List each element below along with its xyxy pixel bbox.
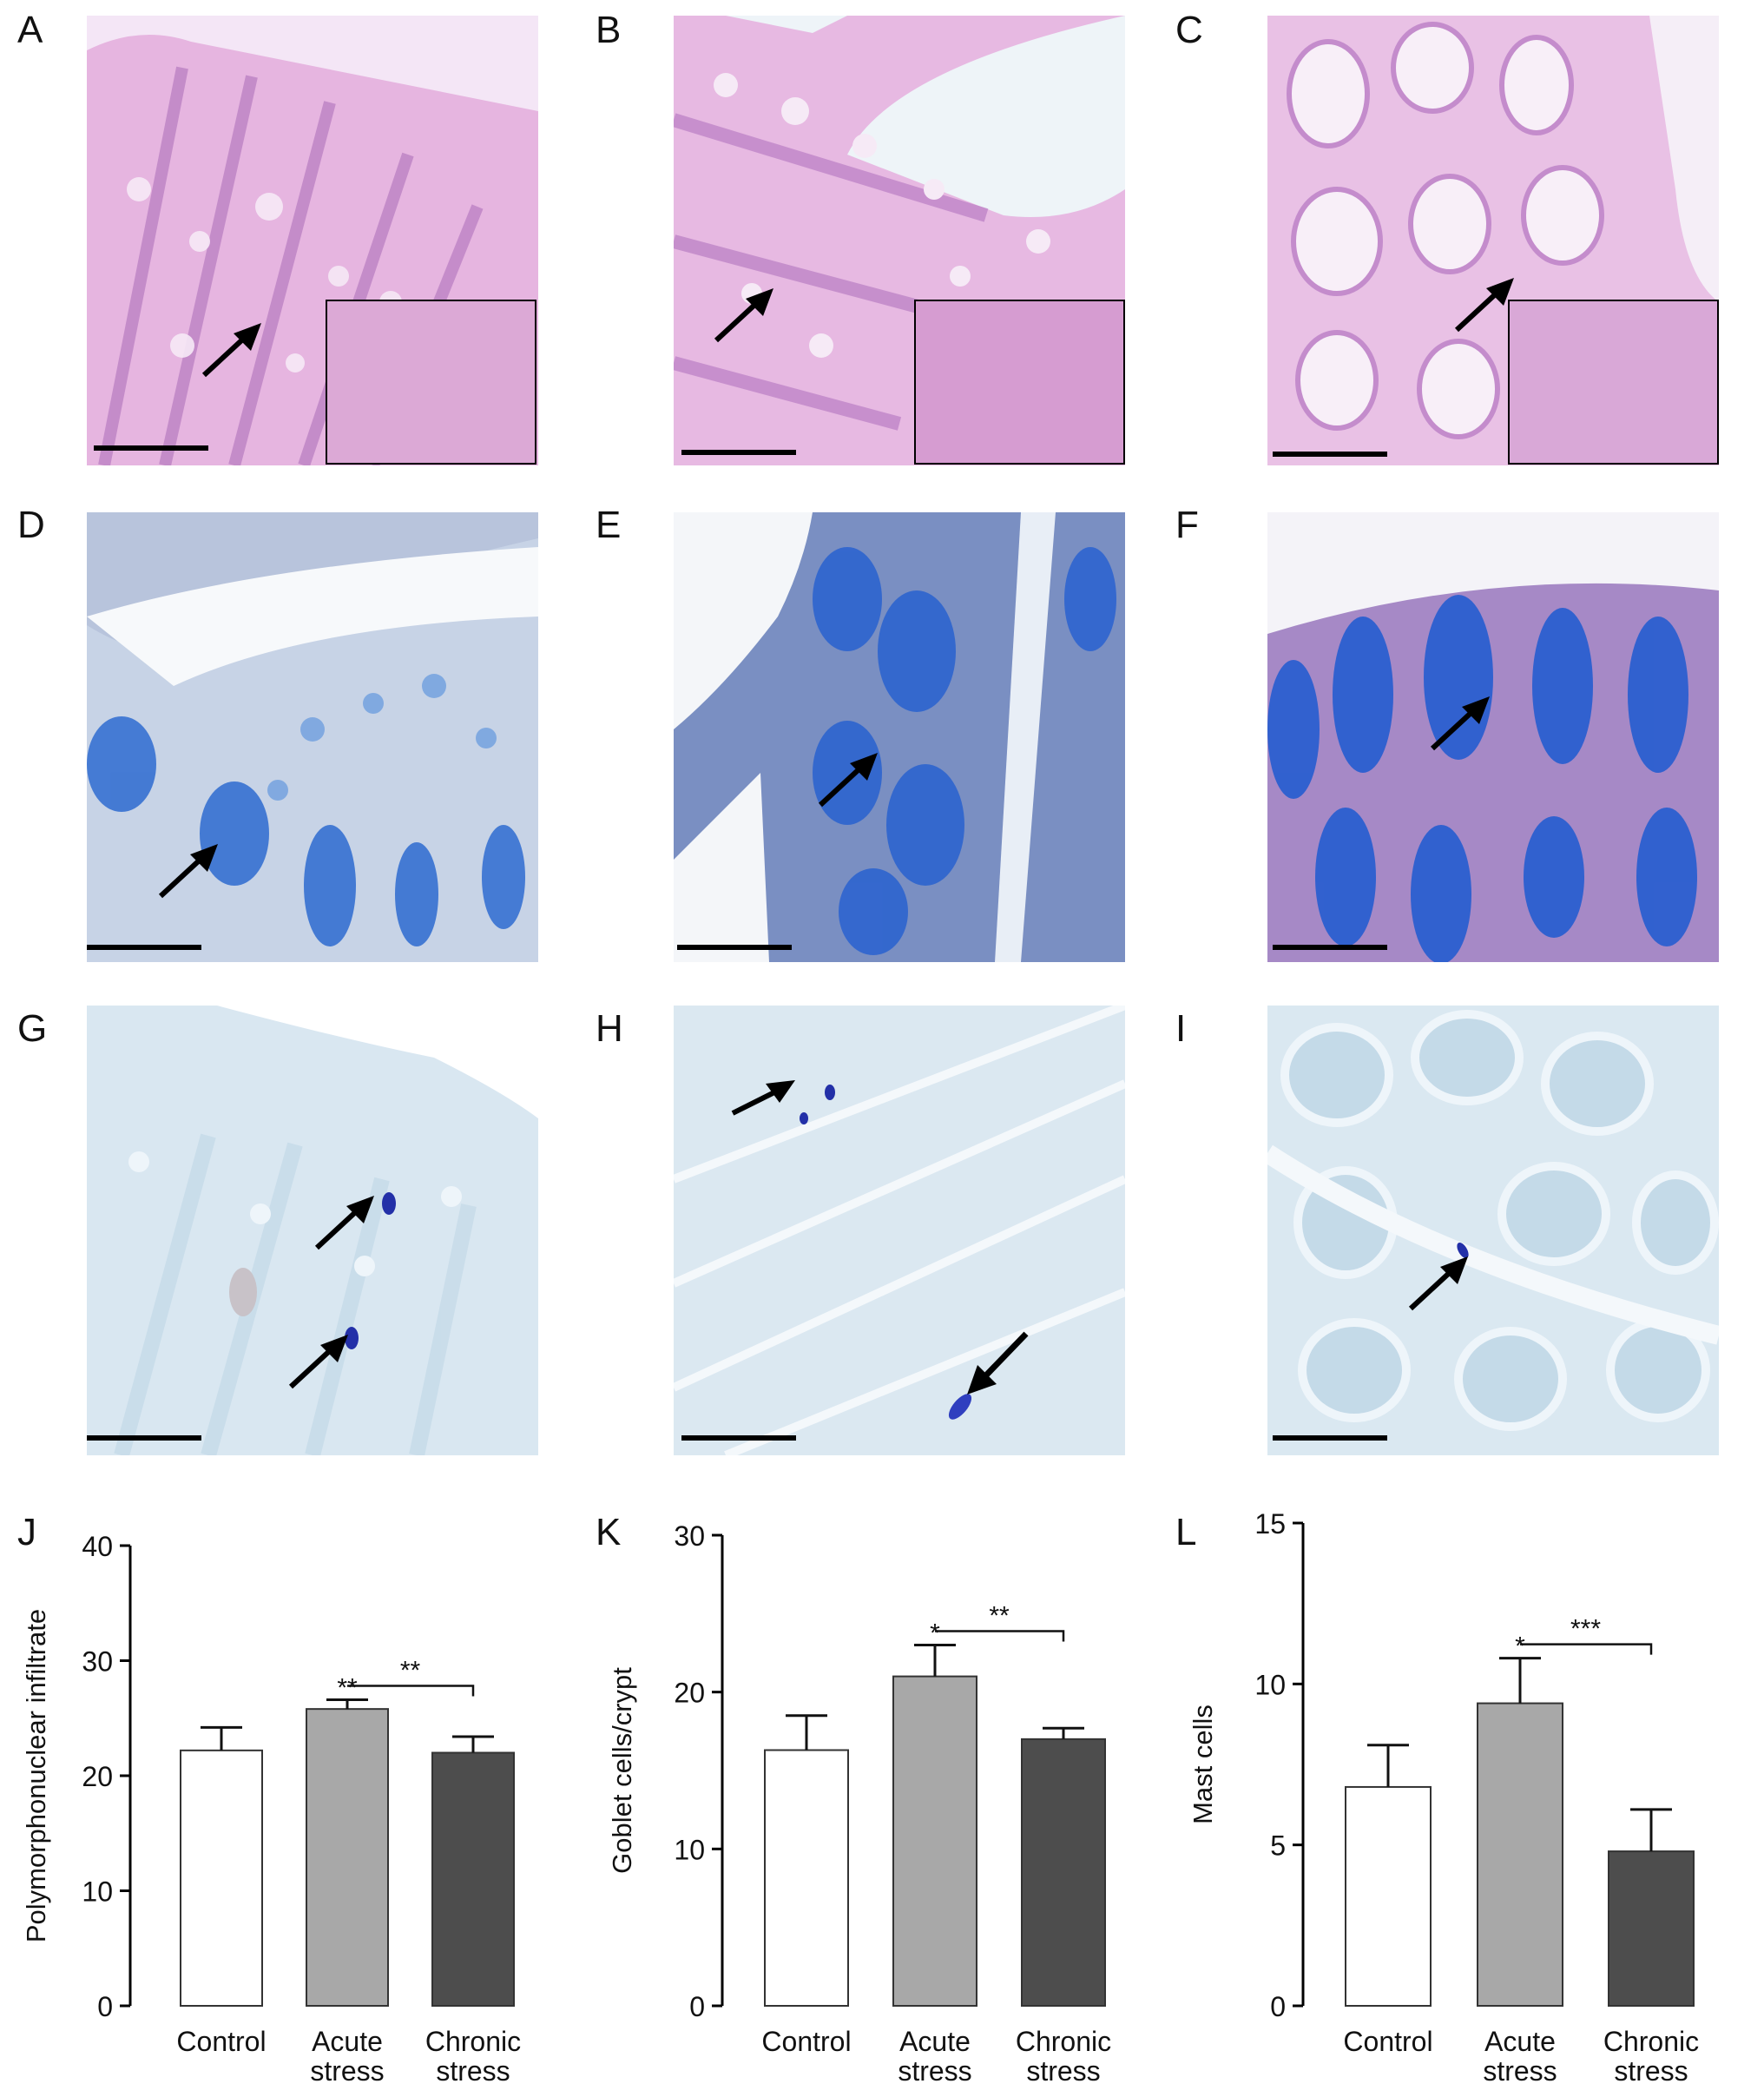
arrow-icon [1408,1256,1468,1311]
scale-bar [87,945,201,950]
panel-label-l: L [1175,1511,1197,1553]
x-tick-label: Acute [312,2026,383,2057]
x-tick-label: stress [436,2055,510,2087]
x-tick-label: Chronic [1016,2026,1111,2057]
micrograph-pas-chronic [1267,512,1719,962]
micrograph-he-control [87,16,538,465]
bar [1608,1850,1695,2007]
bar-chart-polymorphonuclear: 0 10 20 30 40 Polymorphonuclear infiltrate Con… [0,1511,588,2093]
bar [1477,1702,1563,2007]
y-tick-label: 30 [82,1646,113,1678]
x-tick-label: Control [1343,2026,1432,2057]
x-tick-label: Chronic [1603,2026,1699,2057]
arrow-icon [314,1196,374,1250]
y-axis-label: Goblet cells/crypt [607,1667,637,1874]
comparison-label: ** [989,1601,1010,1630]
inset-he-acute [914,300,1125,465]
y-tick-label: 0 [97,1991,113,2022]
x-tick-label: Acute [899,2026,971,2057]
micrograph-tb-chronic [1267,1006,1719,1455]
x-tick-label: stress [1483,2055,1557,2087]
significance-mark: * [930,1619,940,1647]
arrow-icon [201,323,261,378]
y-tick-label: 10 [674,1834,705,1865]
bar [180,1749,263,2007]
micrograph-tb-acute [674,1006,1125,1455]
y-tick-label: 20 [674,1678,705,1709]
bar-chart-mast-cells: 0 5 10 15 Mast cells Control * Acute stress Chron… [1175,1508,1764,2093]
bar [764,1749,849,2007]
y-axis-label: Polymorphonuclear infiltrate [21,1609,51,1942]
inset-he-control [326,300,536,465]
panel-label-k: K [596,1511,622,1553]
y-tick-label: 10 [1254,1669,1286,1700]
x-tick-label: Control [176,2026,266,2057]
comparison-bracket [935,1630,1065,1642]
panel-label-i: I [1175,1007,1187,1050]
y-tick-label: 30 [674,1520,705,1552]
panel-label-h: H [596,1007,623,1050]
scale-bar [681,450,796,455]
panel-label-j: J [17,1511,36,1553]
arrow-icon [967,1331,1029,1395]
comparison-bracket [347,1685,475,1697]
significance-mark: ** [337,1674,358,1703]
bar-chart-goblet-cells: 0 10 20 30 Goblet cells/crypt Control * Acute st… [588,1511,1175,2093]
comparison-label: ** [400,1657,421,1685]
x-tick-label: stress [310,2055,384,2087]
x-tick-label: stress [1026,2055,1100,2087]
panel-label-c: C [1175,9,1203,51]
panel-label-e: E [596,504,622,546]
scale-bar [1273,1435,1387,1441]
arrow-icon [158,844,218,899]
x-tick-label: stress [1614,2055,1688,2087]
scale-bar [94,445,208,451]
y-tick-label: 20 [82,1761,113,1792]
bar [431,1751,515,2007]
micrograph-pas-control [87,512,538,962]
inset-he-chronic [1508,300,1719,465]
comparison-bracket [1520,1643,1653,1655]
y-tick-label: 40 [82,1531,113,1562]
chart-svg: 0 10 20 30 40 Polymorphonuclear infiltrate Con… [21,1531,521,2087]
micrograph-pas-acute [674,512,1125,962]
arrow-icon [818,753,878,808]
panel-label-a: A [17,9,43,51]
bar [892,1675,977,2007]
arrow-icon [1454,278,1514,333]
panel-label-f: F [1175,504,1199,546]
y-tick-label: 5 [1270,1830,1286,1862]
scale-bar [681,1435,796,1441]
x-tick-label: Control [761,2026,851,2057]
x-tick-label: Acute [1484,2026,1556,2057]
scale-bar [1273,452,1387,457]
arrow-icon [731,1080,795,1116]
significance-mark: * [1515,1632,1525,1661]
micrograph-tb-control [87,1006,538,1455]
bar [1021,1738,1106,2007]
scale-bar [1273,945,1387,950]
x-tick-label: Chronic [425,2026,521,2057]
panel-label-d: D [17,504,45,546]
arrow-icon [1430,696,1490,751]
y-tick-label: 10 [82,1876,113,1908]
bar [306,1708,389,2007]
comparison-label: *** [1570,1615,1601,1644]
y-tick-label: 0 [1270,1991,1286,2022]
y-tick-label: 15 [1254,1508,1286,1540]
scale-bar [677,945,792,950]
arrow-icon [288,1335,348,1389]
y-tick-label: 0 [689,1991,705,2022]
scale-bar [87,1435,201,1441]
panel-label-g: G [17,1007,48,1050]
bar [1345,1785,1432,2007]
panel-label-b: B [596,9,622,51]
arrow-icon [714,288,773,343]
x-tick-label: stress [898,2055,971,2087]
y-axis-label: Mast cells [1188,1705,1218,1824]
